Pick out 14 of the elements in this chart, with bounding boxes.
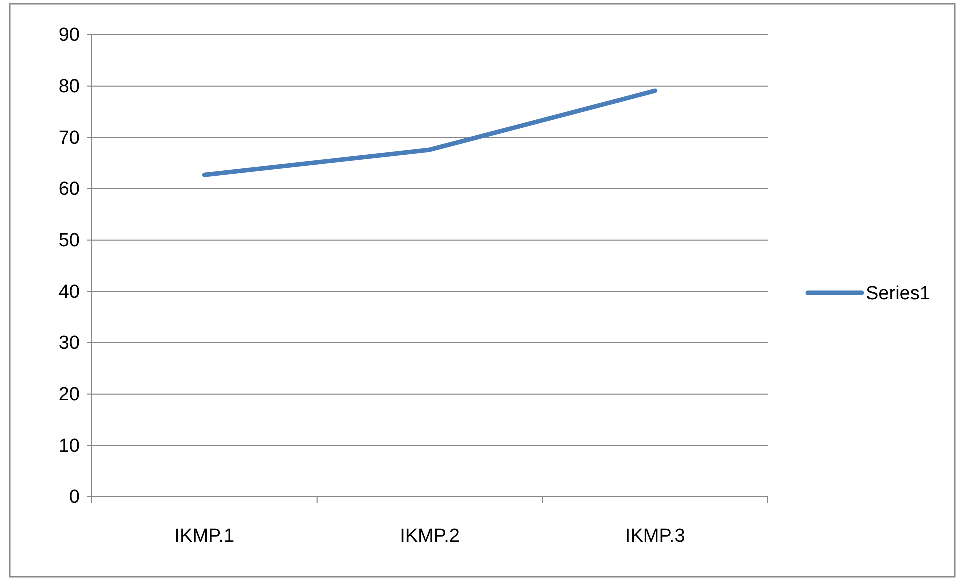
y-tick-label: 50 [58, 230, 80, 252]
y-tick-label: 90 [58, 25, 80, 46]
x-tick-label: IKMP.2 [400, 526, 460, 547]
legend-label: Series1 [866, 284, 930, 305]
y-tick-label: 20 [58, 384, 80, 406]
y-tick-label: 70 [58, 128, 80, 149]
y-tick-label: 80 [58, 76, 80, 98]
x-tick-label: IKMP.3 [625, 526, 686, 547]
y-tick-label: 0 [69, 487, 80, 508]
y-tick-label: 40 [58, 282, 80, 303]
y-tick-label: 10 [58, 436, 80, 457]
x-tick-label: IKMP.1 [174, 526, 235, 547]
y-tick-label: 30 [58, 333, 80, 354]
y-tick-label: 60 [58, 179, 80, 200]
